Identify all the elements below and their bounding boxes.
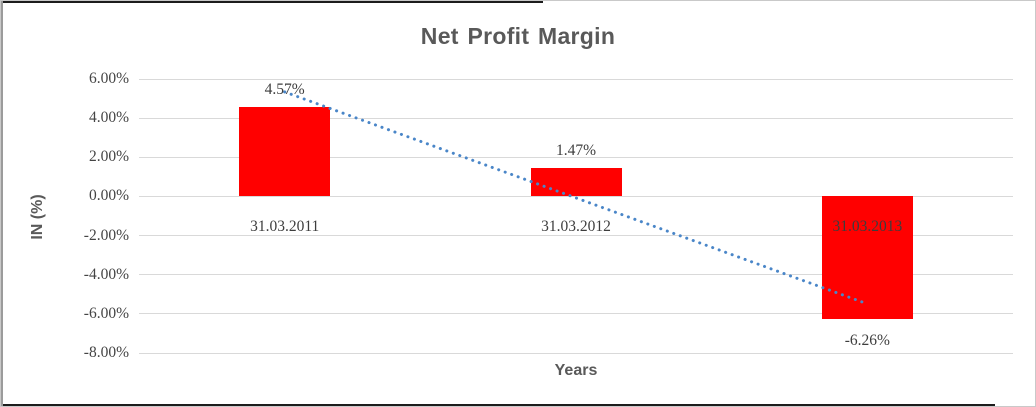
category-label: 31.03.2011 <box>250 218 320 236</box>
y-axis-tick-label: 0.00% <box>88 187 129 205</box>
x-axis-title: Years <box>554 362 598 379</box>
gridline <box>139 352 1013 354</box>
y-axis-tick-label: 2.00% <box>88 148 129 166</box>
y-axis-tick-label: 4.00% <box>88 109 129 127</box>
data-label: -6.26% <box>844 331 890 349</box>
y-axis-tick-label: -4.00% <box>83 265 129 283</box>
y-axis-tick-label: -8.00% <box>83 344 129 361</box>
chart-title: Net Profit Margin <box>420 23 616 49</box>
bar-31.03.2011[interactable] <box>239 106 331 197</box>
bar-31.03.2012[interactable] <box>530 167 622 197</box>
data-label: 1.47% <box>555 141 597 159</box>
bar-31.03.2013[interactable] <box>821 196 913 319</box>
gridline <box>139 78 1013 80</box>
chart-border-left <box>1 1 3 406</box>
y-axis-tick-label: -6.00% <box>83 304 129 322</box>
y-axis-title: IN (%) <box>29 194 46 240</box>
chart-border-bottom <box>1 404 995 406</box>
chart-border-top <box>1 1 543 3</box>
trendline-dotted-line[interactable] <box>283 90 869 306</box>
category-label: 31.03.2012 <box>541 218 611 236</box>
category-label: 31.03.2013 <box>832 218 903 236</box>
gridline <box>139 313 1013 315</box>
data-label: 4.57% <box>264 80 305 98</box>
y-axis-tick-label: 6.00% <box>88 70 129 87</box>
y-axis-tick-label: -2.00% <box>83 226 129 244</box>
